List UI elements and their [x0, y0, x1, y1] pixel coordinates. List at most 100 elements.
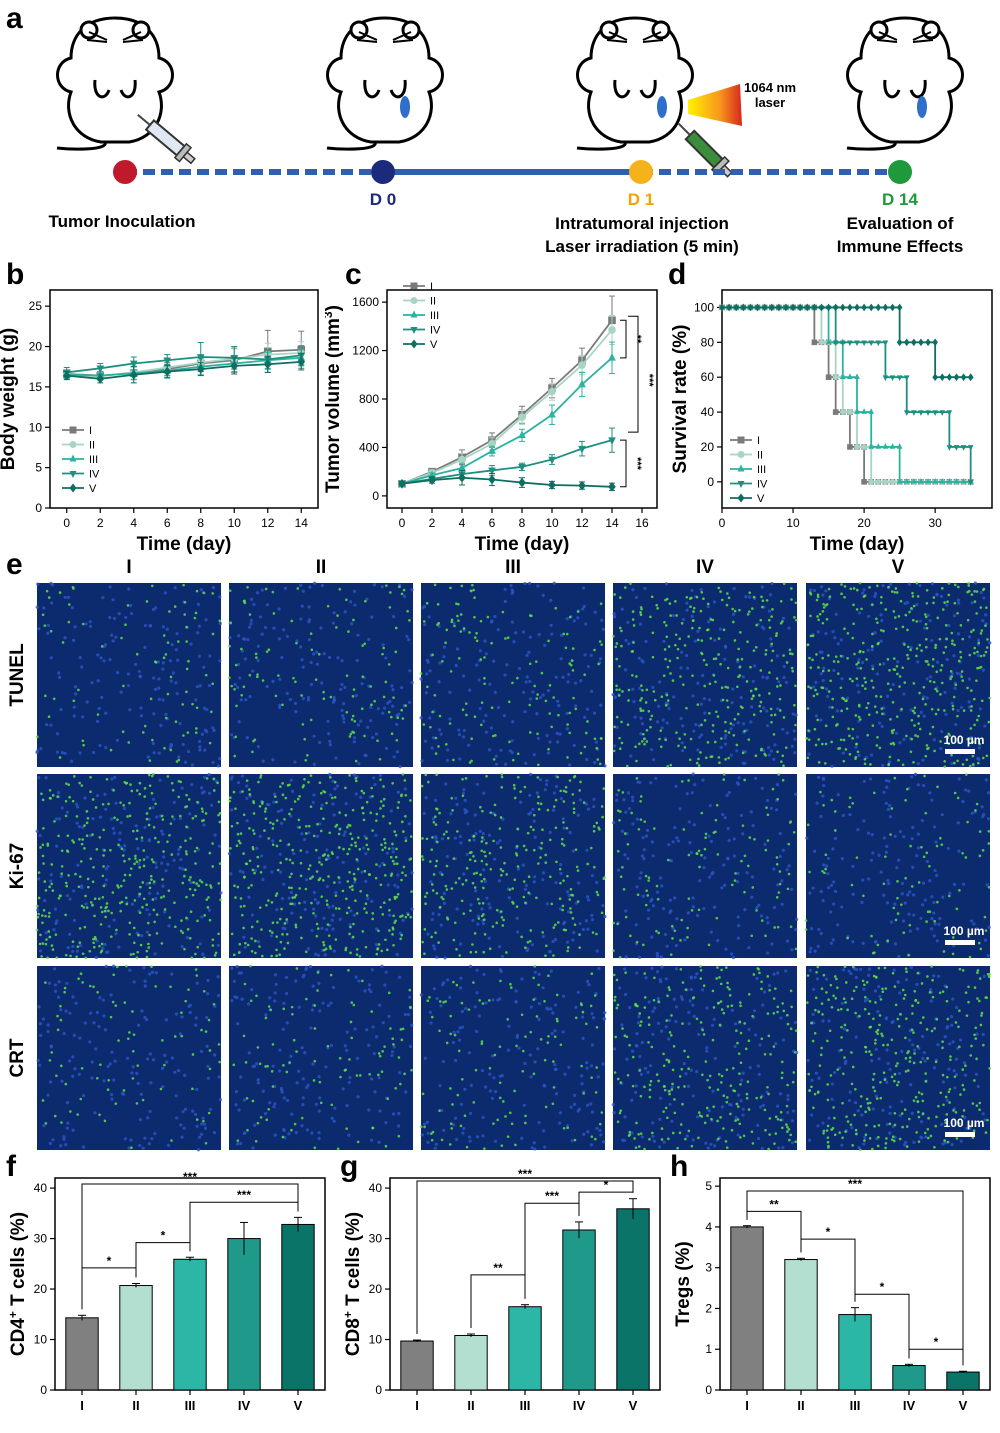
nucleus-dot — [44, 776, 48, 780]
signal-dot — [712, 657, 716, 661]
nucleus-dot — [301, 665, 305, 669]
nucleus-dot — [973, 581, 977, 585]
signal-dot — [500, 786, 504, 789]
signal-dot — [337, 876, 341, 879]
signal-dot — [770, 615, 773, 618]
signal-dot — [145, 817, 149, 821]
y-tick-label: 40 — [701, 405, 715, 419]
nucleus-dot — [793, 751, 797, 755]
signal-dot — [525, 848, 528, 852]
y-tick-label: 60 — [701, 370, 715, 384]
signal-dot — [575, 865, 579, 869]
nucleus-dot — [557, 704, 561, 708]
signal-dot — [435, 859, 439, 863]
nucleus-dot — [692, 823, 696, 827]
signal-dot — [640, 696, 643, 700]
signal-dot — [554, 606, 558, 610]
nucleus-dot — [546, 751, 550, 755]
signal-dot — [403, 779, 407, 782]
signal-dot — [271, 931, 274, 934]
nucleus-dot — [498, 839, 502, 843]
signal-dot — [987, 829, 991, 833]
signal-dot — [120, 900, 124, 904]
signal-dot — [174, 925, 177, 929]
signal-dot — [350, 1036, 354, 1040]
signal-dot — [618, 626, 622, 630]
signal-dot — [457, 877, 461, 880]
signal-dot — [818, 612, 822, 616]
signal-dot — [351, 730, 354, 734]
nucleus-dot — [976, 653, 980, 658]
signal-dot — [382, 901, 386, 904]
signal-dot — [435, 891, 439, 895]
signal-dot — [483, 933, 487, 936]
signal-dot — [839, 654, 843, 658]
signal-dot — [430, 883, 434, 886]
nucleus-dot — [325, 848, 329, 852]
legend-label: III — [430, 310, 439, 322]
nucleus-dot — [817, 775, 821, 779]
nucleus-dot — [207, 772, 211, 777]
signal-dot — [436, 840, 439, 844]
scale-bar — [945, 940, 975, 945]
signal-dot — [135, 956, 139, 960]
signal-dot — [759, 748, 763, 752]
signal-dot — [622, 887, 626, 891]
signal-dot — [129, 867, 133, 870]
signal-dot — [401, 914, 404, 917]
signal-dot — [216, 781, 219, 785]
signal-dot — [352, 872, 356, 876]
nucleus-dot — [768, 593, 773, 597]
signal-dot — [612, 749, 616, 753]
nucleus-dot — [882, 790, 886, 794]
signal-dot — [400, 933, 404, 937]
signal-dot — [644, 874, 648, 878]
nucleus-dot — [646, 917, 650, 921]
signal-dot — [318, 877, 322, 880]
signal-dot — [125, 902, 129, 906]
nucleus-dot — [157, 677, 161, 681]
nucleus-dot — [340, 708, 344, 712]
nucleus-dot — [822, 783, 826, 788]
nucleus-dot — [549, 623, 553, 627]
signal-dot — [388, 606, 392, 609]
signal-dot — [130, 1146, 133, 1150]
nucleus-dot — [956, 740, 960, 745]
signal-dot — [318, 781, 322, 784]
signal-dot — [300, 694, 303, 697]
signal-dot — [91, 798, 95, 801]
signal-dot — [150, 774, 154, 778]
data-point — [861, 408, 867, 414]
nucleus-dot — [367, 1043, 371, 1047]
signal-dot — [483, 676, 486, 680]
signal-dot — [52, 697, 56, 701]
signal-dot — [548, 712, 552, 715]
signal-dot — [445, 916, 449, 919]
nucleus-dot — [723, 657, 727, 661]
signal-dot — [425, 891, 429, 895]
signal-dot — [909, 750, 913, 754]
signal-dot — [327, 875, 330, 878]
signal-dot — [166, 775, 170, 778]
signal-dot — [353, 720, 357, 723]
signal-dot — [985, 646, 989, 649]
signal-dot — [774, 634, 778, 638]
nucleus-dot — [525, 675, 529, 679]
y-tick-label: 0 — [35, 501, 42, 515]
signal-dot — [259, 774, 263, 777]
signal-dot — [361, 979, 364, 983]
nucleus-dot — [961, 882, 966, 886]
signal-dot — [882, 882, 886, 886]
signal-dot — [375, 819, 378, 822]
nucleus-dot — [405, 634, 409, 639]
nucleus-dot — [946, 846, 950, 851]
signal-dot — [559, 789, 563, 793]
signal-dot — [917, 714, 920, 718]
nucleus-dot — [524, 883, 528, 888]
signal-dot — [389, 855, 393, 859]
signal-dot — [700, 853, 703, 857]
signal-dot — [951, 707, 955, 711]
nucleus-dot — [216, 943, 220, 947]
signal-dot — [475, 631, 478, 635]
signal-dot — [782, 582, 786, 586]
